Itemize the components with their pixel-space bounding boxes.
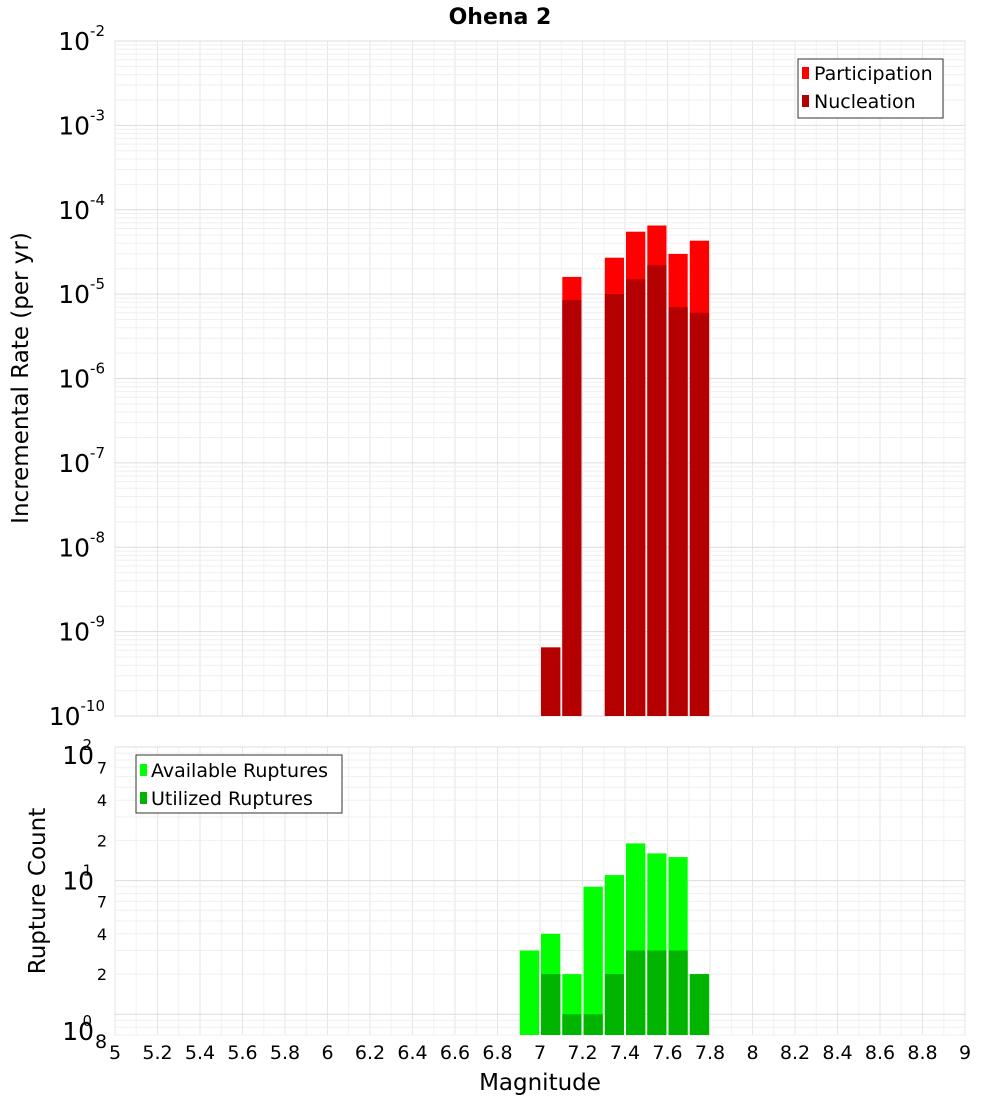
legend-swatch-utilized [140, 792, 147, 804]
y-tick-label: 4 [97, 791, 107, 810]
y-tick-label: 10-5 [58, 275, 105, 309]
x-tick-label: 7.6 [652, 1042, 682, 1064]
y-tick-label: 10-6 [58, 360, 105, 394]
bottom-legend-box [135, 754, 343, 814]
legend-label-utilized: Utilized Ruptures [151, 788, 313, 810]
x-tick-label: 6.6 [440, 1042, 470, 1064]
x-tick-label: 6.2 [355, 1042, 385, 1064]
bar-available-ruptures [583, 886, 603, 1035]
y-tick-label: 4 [97, 925, 107, 944]
x-tick-label: 8.6 [865, 1042, 895, 1064]
y-tick-label: 101 [62, 862, 94, 896]
bottom-legend: Available Ruptures Utilized Ruptures [135, 754, 343, 814]
x-tick-label: 5.4 [185, 1042, 215, 1064]
bar-nucleation [541, 647, 561, 716]
x-tick-label: 8 [746, 1042, 758, 1064]
bar-utilized-ruptures [541, 974, 561, 1035]
bar-utilized-ruptures [647, 950, 667, 1035]
bar-available-ruptures [519, 950, 540, 1035]
y-tick-label: 10-4 [58, 191, 105, 225]
y-tick-label: 10-2 [58, 22, 105, 56]
x-tick-label: 8.4 [822, 1042, 852, 1064]
top-bars [541, 225, 710, 716]
legend-swatch-nucleation [802, 95, 809, 107]
bar-utilized-ruptures [604, 974, 624, 1035]
bar-nucleation [604, 294, 624, 716]
top-y-axis-label: Incremental Rate (per yr) [8, 232, 34, 524]
legend-swatch-participation [802, 67, 809, 79]
top-y-ticks: 10-10 10-9 10-8 10-7 10-6 10-5 10-4 10-3 10-2 [49, 22, 105, 731]
bar-utilized-ruptures [562, 1014, 582, 1035]
chart-title: Ohena 2 [449, 5, 552, 30]
x-tick-label: 6 [321, 1042, 333, 1064]
bar-utilized-ruptures [583, 1014, 603, 1035]
y-tick-label: 7 [97, 892, 107, 911]
legend-label-participation: Participation [814, 63, 933, 85]
y-tick-label: 10-9 [58, 613, 105, 647]
x-tick-label: 7.8 [695, 1042, 725, 1064]
y-tick-label: 10-10 [49, 697, 105, 731]
x-tick-labels: 5 5.2 5.4 5.6 5.8 6 6.2 6.4 6.6 6.8 7 7.2 7.4 7.6 7.8 8… [109, 1042, 971, 1064]
y-tick-label: 10-8 [58, 528, 105, 562]
x-tick-label: 9 [959, 1042, 971, 1064]
y-tick-label: 10-7 [58, 444, 105, 478]
y-tick-label: 8 [95, 1031, 107, 1053]
x-tick-label: 5.8 [270, 1042, 300, 1064]
legend-swatch-available [140, 764, 147, 776]
x-tick-label: 6.8 [482, 1042, 512, 1064]
x-tick-label: 5.2 [142, 1042, 172, 1064]
bottom-grid [114, 746, 966, 1036]
legend-label-nucleation: Nucleation [814, 91, 916, 113]
y-tick-label: 7 [97, 759, 107, 778]
bar-nucleation [647, 265, 667, 716]
legend-label-available: Available Ruptures [151, 760, 328, 782]
x-tick-label: 8.8 [907, 1042, 937, 1064]
x-tick-label: 5 [109, 1042, 121, 1064]
x-tick-label: 7.4 [610, 1042, 640, 1064]
x-tick-label: 8.2 [780, 1042, 810, 1064]
bar-nucleation [668, 307, 688, 716]
x-axis-label: Magnitude [479, 1070, 601, 1096]
y-tick-label: 2 [97, 831, 107, 850]
top-legend: Participation Nucleation [797, 58, 944, 119]
bar-nucleation [689, 312, 710, 716]
top-grid [114, 40, 966, 717]
bar-nucleation [626, 279, 646, 716]
y-tick-label: 2 [97, 965, 107, 984]
x-tick-label: 7.2 [567, 1042, 597, 1064]
bar-utilized-ruptures [626, 950, 646, 1035]
bar-nucleation [562, 300, 582, 716]
bottom-bars [519, 843, 710, 1035]
top-legend-box [797, 58, 944, 119]
x-tick-label: 5.6 [227, 1042, 257, 1064]
bar-utilized-ruptures [689, 974, 710, 1035]
y-tick-label: 100 [62, 1012, 94, 1046]
x-tick-label: 7 [534, 1042, 546, 1064]
y-tick-label: 102 [62, 736, 94, 770]
x-tick-label: 6.4 [397, 1042, 427, 1064]
bottom-y-axis-label: Rupture Count [25, 808, 51, 974]
y-tick-label: 10-3 [58, 106, 105, 140]
bar-utilized-ruptures [668, 950, 688, 1035]
